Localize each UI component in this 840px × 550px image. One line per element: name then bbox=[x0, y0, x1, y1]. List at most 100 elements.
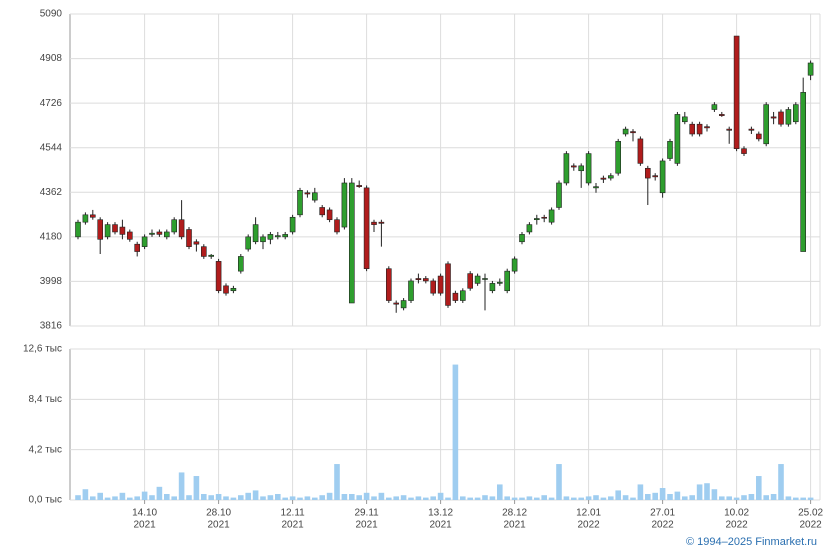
volume-bar bbox=[371, 496, 377, 500]
candle-body bbox=[519, 234, 525, 243]
candle-body bbox=[755, 133, 762, 140]
candle-body bbox=[504, 270, 511, 292]
volume-bar bbox=[563, 496, 570, 500]
x-tick-label: 13.12 bbox=[428, 508, 453, 519]
x-tick-label: 28.12 bbox=[502, 508, 527, 519]
candle-body bbox=[733, 35, 740, 149]
candle-body bbox=[178, 219, 185, 238]
volume-bar bbox=[608, 496, 614, 500]
candle-body bbox=[792, 104, 799, 123]
volume-bar bbox=[474, 497, 481, 500]
volume-bar bbox=[193, 476, 200, 500]
candle-body bbox=[304, 192, 311, 195]
volume-bar bbox=[186, 495, 192, 500]
candle-body bbox=[741, 148, 747, 154]
candle-body bbox=[526, 224, 533, 233]
candle-body bbox=[422, 278, 429, 282]
candle-body bbox=[496, 281, 503, 284]
candle-body bbox=[467, 273, 474, 289]
y-tick-label: 12,6 тыс bbox=[23, 344, 62, 355]
volume-bar bbox=[785, 496, 792, 500]
candle-body bbox=[711, 104, 718, 110]
y-tick-label: 3998 bbox=[40, 276, 63, 287]
volume-bar bbox=[423, 497, 429, 500]
candle-body bbox=[430, 280, 437, 294]
volume-bar bbox=[719, 496, 725, 500]
volume-bar bbox=[763, 495, 769, 500]
candle-body bbox=[378, 221, 385, 224]
candle-body bbox=[289, 216, 296, 233]
volume-bar bbox=[711, 489, 718, 500]
candle-body bbox=[393, 302, 400, 305]
volume-bar bbox=[519, 497, 525, 500]
candle-body bbox=[230, 287, 237, 292]
volume-bar bbox=[504, 496, 510, 500]
candle-body bbox=[274, 235, 281, 238]
candle-body bbox=[556, 182, 562, 208]
volume-bar bbox=[238, 495, 244, 500]
volume-bar bbox=[615, 490, 621, 500]
volume-bar bbox=[289, 496, 296, 500]
volume-bar bbox=[230, 497, 237, 500]
candle-body bbox=[282, 234, 289, 238]
volume-bar bbox=[437, 492, 444, 500]
candle-body bbox=[127, 231, 133, 240]
volume-bar bbox=[415, 496, 422, 500]
candle-body bbox=[297, 190, 303, 216]
volume-bar bbox=[275, 494, 281, 500]
candle-body bbox=[548, 209, 555, 223]
x-tick-label: 28.10 bbox=[206, 508, 231, 519]
candle-body bbox=[593, 186, 599, 189]
candle-body bbox=[156, 231, 163, 235]
candle-body bbox=[674, 114, 681, 164]
candle-body bbox=[134, 243, 140, 252]
candle-body bbox=[585, 153, 592, 184]
volume-bar bbox=[334, 464, 340, 500]
candle-body bbox=[104, 224, 111, 238]
volume-bar bbox=[489, 496, 496, 500]
candle-body bbox=[385, 268, 392, 301]
candle-body bbox=[119, 226, 126, 235]
volume-bar bbox=[696, 484, 703, 500]
volume-bar bbox=[452, 364, 459, 500]
candle-body bbox=[726, 128, 733, 131]
volume-bar bbox=[556, 464, 562, 500]
candle-body bbox=[245, 236, 251, 250]
x-tick-label: 2021 bbox=[355, 520, 378, 531]
candle-body bbox=[489, 283, 496, 292]
volume-bar bbox=[75, 495, 81, 500]
candle-body bbox=[659, 160, 666, 194]
candle-body bbox=[319, 207, 326, 216]
candle-body bbox=[186, 229, 192, 247]
x-tick-label: 2022 bbox=[651, 520, 674, 531]
volume-bar bbox=[326, 492, 333, 500]
volume-bar bbox=[585, 496, 592, 500]
volume-bar bbox=[800, 497, 806, 500]
volume-bar bbox=[386, 497, 392, 500]
candle-body bbox=[356, 185, 363, 187]
volume-bar bbox=[741, 495, 747, 500]
volume-bar bbox=[164, 494, 170, 500]
candle-body bbox=[696, 123, 703, 135]
volume-bar bbox=[511, 497, 518, 500]
volume-bar bbox=[297, 497, 303, 500]
candle-body bbox=[408, 280, 414, 301]
candle-body bbox=[778, 111, 784, 125]
volume-bar bbox=[282, 497, 288, 500]
candle-body bbox=[400, 300, 407, 309]
x-tick-label: 2021 bbox=[503, 520, 526, 531]
y-tick-label: 5090 bbox=[40, 9, 63, 20]
candle-body bbox=[223, 285, 229, 294]
candle-body bbox=[570, 165, 577, 168]
candle-body bbox=[748, 128, 755, 131]
volume-bar bbox=[215, 494, 222, 500]
candle-body bbox=[171, 219, 177, 233]
x-tick-label: 2021 bbox=[281, 520, 304, 531]
volume-bar bbox=[667, 494, 673, 500]
volume-bar bbox=[134, 496, 140, 500]
volume-bar bbox=[400, 495, 407, 500]
candle-body bbox=[215, 261, 222, 292]
volume-bar bbox=[571, 497, 577, 500]
y-tick-label: 4544 bbox=[40, 142, 63, 153]
